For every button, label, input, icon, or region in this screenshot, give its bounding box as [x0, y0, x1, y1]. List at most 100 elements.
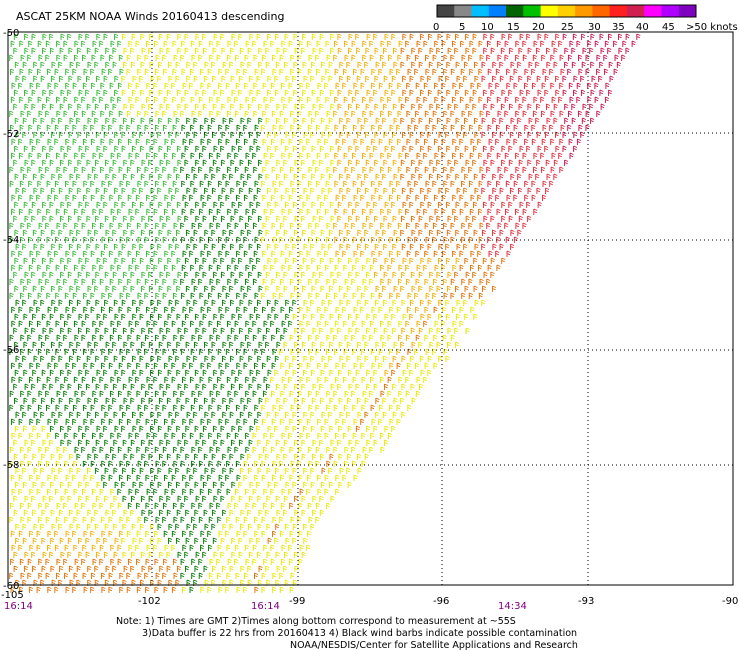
wind-barb — [230, 383, 236, 390]
wind-barb — [231, 145, 236, 152]
wind-barb — [506, 82, 511, 89]
wind-barb — [177, 89, 182, 96]
wind-barb — [136, 362, 141, 369]
wind-barb — [301, 103, 306, 110]
wind-barb — [472, 89, 477, 96]
wind-barb — [211, 117, 216, 124]
wind-barb — [436, 173, 442, 180]
wind-barb — [454, 103, 459, 110]
wind-barb — [328, 299, 333, 306]
wind-barb — [64, 236, 70, 243]
wind-barb — [157, 355, 162, 362]
wind-barb — [122, 61, 128, 68]
wind-barb — [433, 306, 438, 313]
wind-barb — [128, 432, 133, 439]
wind-barb — [128, 376, 133, 383]
wind-barb — [28, 96, 33, 103]
wind-barb — [266, 355, 271, 362]
wind-barb — [496, 180, 501, 187]
wind-barb — [397, 82, 402, 89]
wind-barb — [37, 124, 42, 131]
wind-barb — [146, 264, 151, 271]
wind-barb — [477, 138, 482, 145]
wind-barb — [407, 348, 412, 355]
wind-barb — [423, 320, 428, 327]
wind-barb — [416, 96, 421, 103]
wind-barb — [402, 257, 407, 264]
wind-barb — [257, 495, 262, 502]
wind-barb — [306, 418, 312, 425]
wind-barb — [122, 523, 127, 530]
wind-barb — [443, 180, 448, 187]
wind-barb — [261, 404, 266, 411]
wind-barb — [252, 96, 257, 103]
wind-barb — [452, 82, 457, 89]
wind-barb — [193, 131, 198, 138]
wind-barb — [234, 502, 239, 509]
wind-barb — [369, 208, 374, 215]
wind-barb — [324, 264, 330, 271]
wind-barb — [117, 446, 122, 453]
wind-barb — [531, 82, 537, 89]
wind-barb — [397, 138, 402, 145]
lat-label-54: -54 — [3, 235, 19, 246]
wind-barb — [184, 439, 189, 446]
wind-barb — [325, 96, 330, 103]
wind-barb — [99, 376, 104, 383]
wind-barb — [127, 306, 132, 313]
wind-barb — [60, 383, 65, 390]
wind-barb — [229, 467, 234, 474]
wind-barb — [207, 82, 212, 89]
wind-barb — [375, 229, 380, 236]
wind-barb — [173, 572, 178, 579]
wind-barb — [283, 285, 288, 292]
wind-barb — [31, 439, 36, 446]
wind-barb — [51, 299, 56, 306]
wind-barb — [184, 159, 189, 166]
wind-barb — [338, 425, 343, 432]
wind-barb — [505, 208, 510, 215]
wind-barb — [76, 523, 81, 530]
wind-barb — [249, 201, 254, 208]
wind-barb — [40, 299, 45, 306]
wind-barb — [330, 383, 335, 390]
wind-barb — [328, 131, 333, 138]
wind-barb — [465, 103, 470, 110]
wind-barb — [101, 516, 106, 523]
wind-barb — [515, 96, 520, 103]
wind-barb — [351, 334, 356, 341]
wind-barb — [36, 376, 42, 383]
wind-barb — [258, 117, 263, 124]
wind-barb — [99, 278, 104, 285]
wind-barb — [195, 33, 200, 40]
wind-barb — [401, 243, 406, 250]
wind-barb — [20, 348, 25, 355]
wind-barb — [225, 82, 230, 89]
wind-barb — [14, 229, 19, 236]
wind-barb — [19, 124, 24, 131]
wind-barb — [310, 187, 315, 194]
wind-barb — [437, 61, 442, 68]
wind-barb — [551, 152, 556, 159]
wind-barb — [357, 397, 362, 404]
wind-barb — [49, 89, 54, 96]
wind-barb — [227, 390, 232, 397]
wind-barb — [63, 390, 68, 397]
wind-barb — [418, 341, 423, 348]
wind-barb — [32, 565, 37, 572]
wind-barb — [168, 537, 173, 544]
wind-barb — [14, 117, 19, 124]
wind-barb — [400, 229, 405, 236]
wind-barb — [270, 320, 275, 327]
wind-barb — [257, 299, 262, 306]
wind-barb — [54, 250, 59, 257]
wind-barb — [49, 271, 54, 278]
wind-barb — [101, 530, 106, 537]
wind-barb — [267, 145, 272, 152]
wind-barb — [400, 397, 405, 404]
wind-barb — [189, 530, 194, 537]
wind-barb — [419, 299, 425, 306]
wind-barb — [157, 299, 162, 306]
wind-barb — [342, 138, 347, 145]
wind-barb — [415, 390, 420, 397]
